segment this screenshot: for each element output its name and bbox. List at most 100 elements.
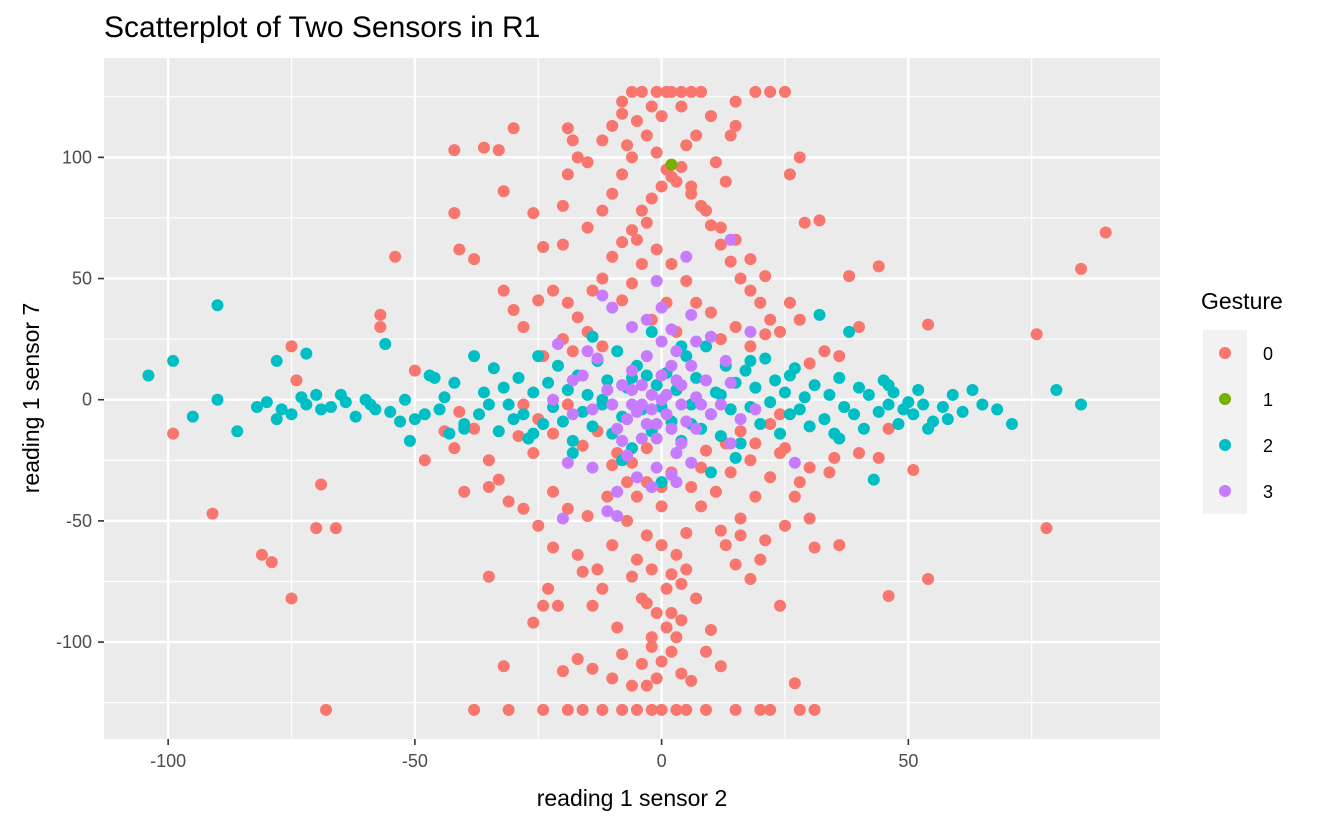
data-point-gesture-2 — [324, 400, 337, 413]
data-point-gesture-2 — [285, 408, 298, 421]
data-point-gesture-0 — [408, 364, 421, 377]
data-point-gesture-0 — [502, 495, 515, 508]
data-point-gesture-0 — [635, 204, 648, 217]
plot-panel — [104, 58, 1160, 739]
data-point-gesture-0 — [606, 459, 619, 472]
data-point-gesture-2 — [941, 413, 954, 426]
data-point-gesture-3 — [566, 374, 579, 387]
data-point-gesture-3 — [675, 398, 688, 411]
data-point-gesture-0 — [626, 224, 638, 237]
data-point-gesture-0 — [744, 284, 757, 297]
data-point-gesture-0 — [596, 340, 609, 353]
data-point-gesture-2 — [907, 408, 920, 421]
legend: 0 1 2 3 — [1203, 330, 1273, 514]
data-point-gesture-0 — [418, 454, 431, 467]
data-point-gesture-2 — [433, 403, 446, 416]
data-point-gesture-2 — [1075, 398, 1088, 411]
data-point-gesture-2 — [774, 427, 787, 440]
data-point-gesture-0 — [749, 490, 762, 503]
data-point-gesture-0 — [650, 146, 663, 159]
data-point-gesture-2 — [902, 396, 915, 409]
data-point-gesture-0 — [744, 454, 757, 467]
data-point-gesture-0 — [793, 151, 806, 164]
data-point-gesture-0 — [611, 621, 624, 634]
data-point-gesture-3 — [650, 417, 663, 430]
data-point-gesture-0 — [655, 655, 668, 668]
data-point-gesture-0 — [315, 478, 328, 491]
data-point-gesture-2 — [690, 371, 703, 384]
data-point-gesture-2 — [700, 340, 713, 353]
data-point-gesture-0 — [586, 284, 599, 297]
data-point-gesture-0 — [700, 444, 713, 457]
data-point-gesture-2 — [507, 413, 520, 426]
data-point-gesture-2 — [537, 417, 550, 430]
data-point-gesture-0 — [729, 321, 742, 334]
data-point-gesture-0 — [655, 500, 668, 513]
data-point-gesture-0 — [561, 122, 574, 135]
data-point-gesture-0 — [675, 614, 688, 627]
data-point-gesture-0 — [626, 85, 638, 98]
data-point-gesture-0 — [482, 480, 495, 493]
data-point-gesture-2 — [300, 347, 313, 360]
data-point-gesture-0 — [660, 582, 673, 595]
data-point-gesture-0 — [872, 451, 885, 464]
data-point-gesture-2 — [655, 476, 668, 489]
data-point-gesture-0 — [596, 204, 609, 217]
data-point-gesture-2 — [724, 403, 737, 416]
data-point-gesture-3 — [650, 432, 663, 445]
data-point-gesture-0 — [734, 512, 747, 525]
data-point-gesture-2 — [759, 352, 772, 365]
data-point-gesture-3 — [556, 512, 569, 525]
data-point-gesture-2 — [823, 388, 836, 401]
data-point-gesture-0 — [630, 233, 643, 246]
data-point-gesture-0 — [759, 328, 772, 341]
data-point-gesture-0 — [774, 325, 787, 338]
data-point-gesture-2 — [379, 337, 392, 350]
data-point-gesture-2 — [764, 396, 777, 409]
data-point-gesture-0 — [655, 703, 668, 716]
data-point-gesture-0 — [482, 570, 495, 583]
data-point-gesture-3 — [749, 403, 762, 416]
data-point-gesture-0 — [729, 95, 742, 108]
data-point-gesture-3 — [576, 369, 589, 382]
data-point-gesture-0 — [517, 398, 530, 411]
data-point-gesture-0 — [329, 522, 342, 535]
data-point-gesture-3 — [660, 408, 673, 421]
data-point-gesture-0 — [635, 257, 648, 270]
data-point-gesture-3 — [645, 480, 658, 493]
data-point-gesture-0 — [764, 471, 777, 484]
data-point-gesture-2 — [492, 425, 505, 438]
data-point-gesture-0 — [675, 161, 688, 174]
data-point-gesture-0 — [645, 563, 658, 576]
data-point-gesture-2 — [857, 422, 870, 435]
data-point-gesture-2 — [783, 408, 796, 421]
data-point-gesture-0 — [320, 703, 333, 716]
data-point-gesture-0 — [759, 270, 772, 283]
data-point-gesture-0 — [764, 85, 777, 98]
data-point-gesture-3 — [621, 413, 634, 426]
data-point-gesture-3 — [680, 250, 693, 263]
data-point-gesture-3 — [630, 471, 643, 484]
data-point-gesture-0 — [803, 461, 816, 474]
data-point-gesture-0 — [285, 592, 298, 605]
data-point-gesture-3 — [645, 388, 658, 401]
data-point-gesture-0 — [537, 241, 550, 254]
data-point-gesture-0 — [626, 679, 638, 692]
data-point-gesture-2 — [966, 384, 979, 397]
data-point-gesture-0 — [492, 144, 505, 157]
y-tick-label: -100 — [56, 632, 92, 652]
data-point-gesture-0 — [635, 657, 648, 670]
data-point-gesture-0 — [547, 485, 560, 498]
data-point-gesture-0 — [606, 187, 619, 200]
data-point-gesture-2 — [833, 432, 846, 445]
data-point-gesture-0 — [778, 519, 791, 532]
data-point-gesture-0 — [670, 548, 683, 561]
data-point-gesture-0 — [754, 296, 767, 309]
data-point-gesture-0 — [680, 139, 693, 152]
data-points — [142, 85, 1112, 716]
data-point-gesture-0 — [290, 374, 303, 387]
data-point-gesture-0 — [517, 502, 530, 515]
legend-label-2: 2 — [1263, 436, 1273, 456]
data-point-gesture-0 — [502, 703, 515, 716]
legend-swatch-3 — [1219, 485, 1231, 497]
